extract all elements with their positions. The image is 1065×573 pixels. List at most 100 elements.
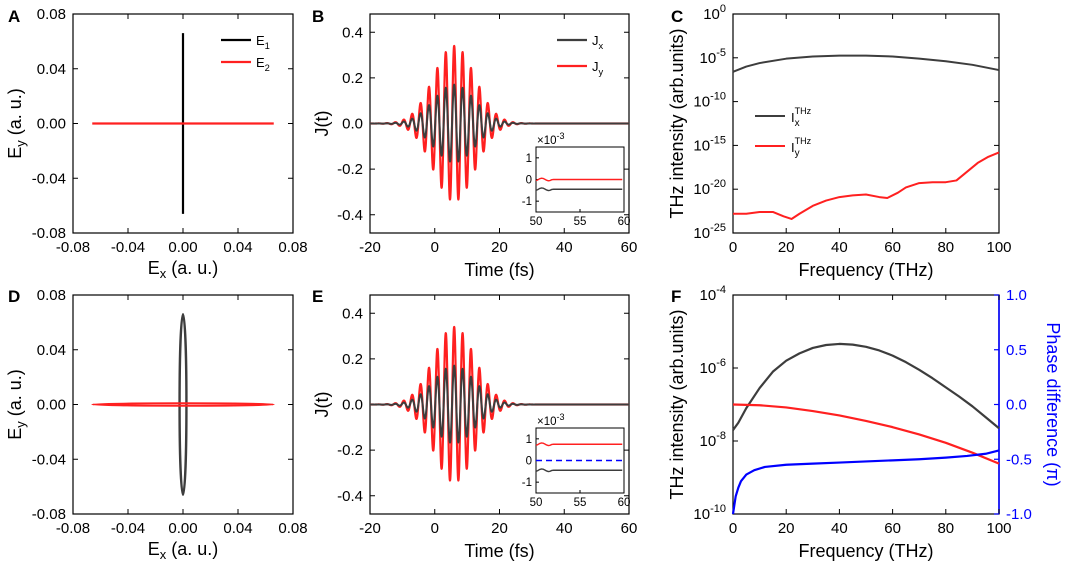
inset-series-Jy [535, 442, 623, 447]
panel-C-xtick-label: 60 [884, 239, 901, 256]
panel-label-C: C [671, 7, 683, 26]
x-axis-label: Frequency (THz) [798, 541, 933, 561]
panel-E-ytick-label: -0.2 [337, 442, 363, 459]
panel-label-A: A [8, 7, 20, 26]
x-axis-label: Time (fs) [464, 260, 534, 280]
panel-label-F: F [671, 287, 681, 306]
panel-D-xtick-label: 0.00 [168, 520, 197, 537]
panel-C-ytick-label: 10-15 [693, 134, 726, 154]
series-E1 [178, 312, 188, 497]
panel-C-xtick-label: 80 [937, 239, 954, 256]
plot-frame [732, 294, 1000, 515]
panel-D-ytick-label: -0.04 [32, 451, 66, 468]
inset-xtick-label: 60 [618, 497, 631, 509]
panel-F-xtick-label: 80 [937, 520, 954, 537]
panel-E-ytick-label: -0.4 [337, 488, 363, 505]
series-Phase [731, 449, 1000, 515]
panel-A-ytick-label: -0.08 [32, 225, 66, 242]
panel-C-ytick-label: 10-5 [700, 47, 726, 67]
inset-ytick-label: 1 [526, 153, 532, 165]
series-Ix [732, 342, 1000, 431]
y-axis-label: J(t) [312, 392, 332, 418]
legend-label-E1: E1 [256, 33, 270, 51]
y-axis-label: THz intensity (arb.units) [667, 28, 687, 218]
inset-ytick-label: 0 [526, 456, 532, 468]
panel-A-xtick-label: -0.08 [56, 239, 90, 256]
panel-F-xtick-label: 60 [884, 520, 901, 537]
panel-F-ytick-label: 10-4 [700, 284, 726, 304]
panel-B-xtick-label: 60 [621, 239, 638, 256]
panel-B-ytick-label: -0.4 [337, 207, 363, 224]
panel-A-ytick-label: -0.04 [32, 170, 66, 187]
x-axis-label: Ex (a. u.) [148, 258, 219, 281]
panel-B-xtick-label: -20 [359, 239, 381, 256]
panel-A-ytick-label: 0.00 [37, 116, 66, 133]
y-axis-label: J(t) [312, 111, 332, 137]
panel-C-xtick-label: 100 [986, 239, 1011, 256]
series-Jx [369, 364, 630, 444]
inset-xtick-label: 55 [574, 216, 587, 228]
series-Iy_THz [733, 151, 1000, 220]
panel-E-xtick-label: 0 [431, 520, 439, 537]
legend-label-E2: E2 [256, 55, 270, 73]
panel-E-ytick-label: 0.0 [342, 397, 363, 414]
series-E2 [91, 402, 275, 407]
panel-C-ytick-label: 10-20 [693, 178, 726, 198]
legend-label-Iy_THz: IyTHz [791, 136, 812, 159]
inset-ytick-label: -1 [522, 196, 532, 208]
panel-C-ytick-label: 10-10 [693, 91, 726, 111]
inset-series-Jx [535, 187, 623, 192]
right-ytick-label: -1.0 [1006, 506, 1032, 523]
legend-label-Jy: Jy [592, 59, 604, 77]
right-ytick-label: -0.5 [1006, 451, 1032, 468]
panel-E-xtick-label: 40 [556, 520, 573, 537]
panel-C-ytick-label: 100 [703, 3, 726, 23]
panel-C-ytick-label: 10-25 [693, 222, 726, 242]
panel-B-xtick-label: 0 [431, 239, 439, 256]
y-axis-label: Ey (a. u.) [5, 88, 28, 159]
inset-series-Jy [535, 177, 623, 182]
series-Iy [732, 403, 1000, 465]
x-axis-label: Time (fs) [464, 541, 534, 561]
panel-B: B -20 0 20 40 60 -0.4 -0.2 0.0 0.2 0.4 Jx Jy ×10-3 50 5… [312, 7, 637, 280]
panel-F-ytick-label: 10-10 [693, 503, 726, 523]
panel-F-xtick-label: 0 [729, 520, 737, 537]
panel-D-ytick-label: 0.04 [37, 342, 66, 359]
panel-B-ytick-label: 0.2 [342, 70, 363, 87]
panel-A: A -0.08 -0.04 0.00 0.04 0.08 -0.08 -0.04 0.00 0.0… [5, 6, 308, 281]
inset-multiplier: ×10-3 [537, 131, 565, 147]
panel-E-ytick-label: 0.2 [342, 351, 363, 368]
panel-F-xtick-label: 100 [986, 520, 1011, 537]
panel-E: E -20 0 20 40 60 -0.4 -0.2 0.0 0.2 0.4 ×10-3 50 55 60 -… [312, 287, 637, 561]
panel-B-ytick-label: 0.0 [342, 116, 363, 133]
panel-F-ytick-label: 10-6 [700, 357, 726, 377]
series-Ix_THz [732, 54, 1000, 73]
panel-D-xtick-label: -0.08 [56, 520, 90, 537]
panel-label-B: B [312, 7, 324, 26]
panel-F-ytick-label: 10-8 [700, 430, 726, 450]
panel-D-ytick-label: 0.08 [37, 287, 66, 304]
panel-D-xtick-label: -0.04 [111, 520, 145, 537]
panel-B-xtick-label: 20 [491, 239, 508, 256]
y-axis-label: Ey (a. u.) [5, 369, 28, 440]
panel-C-xtick-label: 0 [729, 239, 737, 256]
panel-B-ytick-label: 0.4 [342, 24, 363, 41]
inset-xtick-label: 60 [618, 216, 631, 228]
inset-ytick-label: 0 [526, 175, 532, 187]
panel-F-xtick-label: 20 [778, 520, 795, 537]
y-axis-label: THz intensity (arb.units) [667, 309, 687, 499]
right-axis-label: Phase difference (π) [1043, 322, 1063, 486]
panel-D: D -0.08 -0.04 0.00 0.04 0.08 -0.08 -0.04 0.00 0.0… [5, 287, 308, 562]
panel-label-D: D [8, 287, 20, 306]
panel-A-ytick-label: 0.08 [37, 6, 66, 23]
panel-D-xtick-label: 0.08 [278, 520, 307, 537]
panel-C: C 0 20 40 60 80 100 100 10-5 10-10 10-15 10-20 10-25… [667, 3, 1012, 280]
panel-C-xtick-label: 40 [831, 239, 848, 256]
panel-A-xtick-label: -0.04 [111, 239, 145, 256]
inset-xtick-label: 50 [530, 497, 543, 509]
inset-multiplier: ×10-3 [537, 412, 565, 428]
panel-D-ytick-label: 0.00 [37, 397, 66, 414]
plot-frame [732, 13, 1000, 234]
panel-F-xtick-label: 40 [831, 520, 848, 537]
